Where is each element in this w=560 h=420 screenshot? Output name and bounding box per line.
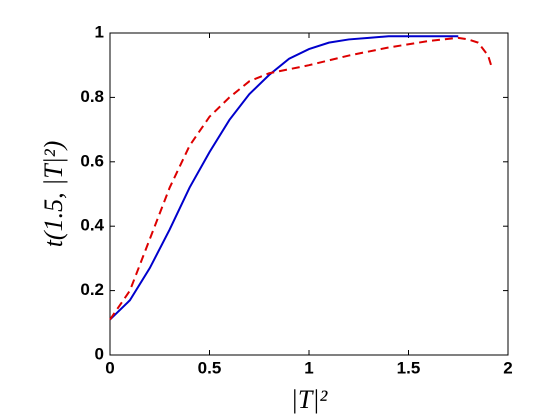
y-tick-label: 0.6 — [80, 151, 104, 170]
y-tick-label: 0.4 — [80, 216, 104, 235]
line-series — [109, 35, 459, 321]
y-axis-label: t(1.5, |T|²) — [39, 141, 68, 248]
line-series — [109, 36, 494, 321]
x-tick-label: 0.5 — [198, 358, 222, 377]
y-tick-label: 0 — [95, 344, 104, 363]
x-tick-label: 2 — [503, 358, 512, 377]
y-tick-label: 1 — [95, 22, 104, 41]
plot-area — [109, 32, 509, 356]
x-tick-label: 1.5 — [397, 358, 421, 377]
x-tick-label: 1 — [304, 358, 313, 377]
x-axis-label: |T|² — [291, 385, 329, 414]
y-tick-label: 0.8 — [80, 87, 104, 106]
x-tick-label: 0 — [105, 358, 114, 377]
y-tick-label: 0.2 — [80, 280, 104, 299]
